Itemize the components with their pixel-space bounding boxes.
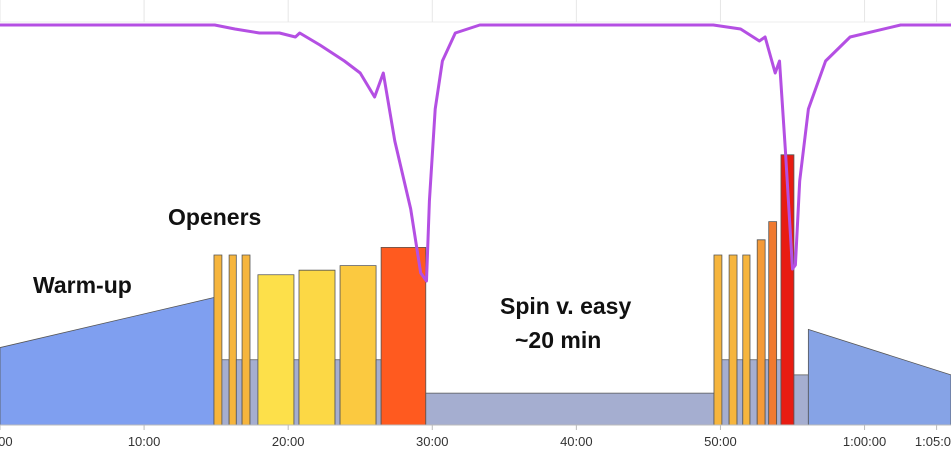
x-tick-label: 30:00 bbox=[416, 434, 449, 449]
power-segment bbox=[235, 359, 243, 426]
power-segment bbox=[728, 254, 738, 426]
power-segment bbox=[736, 359, 744, 426]
power-segment bbox=[298, 269, 336, 426]
power-segment bbox=[257, 274, 295, 426]
power-segment bbox=[807, 328, 951, 426]
power-segment bbox=[228, 254, 237, 426]
power-segment bbox=[241, 254, 251, 426]
power-segment bbox=[793, 374, 809, 426]
power-segment bbox=[756, 239, 766, 426]
annotation: ~20 min bbox=[515, 327, 601, 353]
power-segment bbox=[213, 254, 223, 426]
power-profile bbox=[0, 154, 951, 426]
x-tick-label: 50:00 bbox=[704, 434, 737, 449]
power-segment bbox=[764, 359, 770, 426]
power-segment bbox=[380, 247, 427, 426]
grid bbox=[0, 0, 951, 23]
annotation: Openers bbox=[168, 204, 261, 230]
power-segment bbox=[221, 359, 230, 426]
x-tick-label: 1:00:00 bbox=[843, 434, 886, 449]
power-segment bbox=[721, 359, 730, 426]
power-segment bbox=[776, 359, 782, 426]
power-segment bbox=[334, 359, 341, 426]
power-segment bbox=[425, 392, 715, 426]
power-segment bbox=[749, 359, 758, 426]
power-segment bbox=[375, 359, 382, 426]
wbal-line bbox=[0, 23, 951, 283]
x-tick-label: 40:00 bbox=[560, 434, 593, 449]
power-segment bbox=[293, 359, 300, 426]
x-tick-label: 10:00 bbox=[128, 434, 161, 449]
power-segment bbox=[742, 254, 751, 426]
x-tick-label: 1:05:00 bbox=[915, 434, 951, 449]
x-tick-label: 20:00 bbox=[272, 434, 305, 449]
x-tick-label: 0:00 bbox=[0, 434, 13, 449]
wbal-line bbox=[0, 23, 951, 283]
power-segment bbox=[713, 254, 723, 426]
annotation: Spin v. easy bbox=[500, 293, 631, 319]
annotation: Warm-up bbox=[33, 272, 132, 298]
power-segment bbox=[768, 221, 778, 426]
power-segment bbox=[339, 265, 377, 426]
power-segment bbox=[249, 359, 259, 426]
power-segment bbox=[0, 296, 215, 426]
x-axis-ticks: 0:00 10:00 20:00 30:00 40:00 50:00 1:00:00 1:05… bbox=[0, 425, 951, 449]
